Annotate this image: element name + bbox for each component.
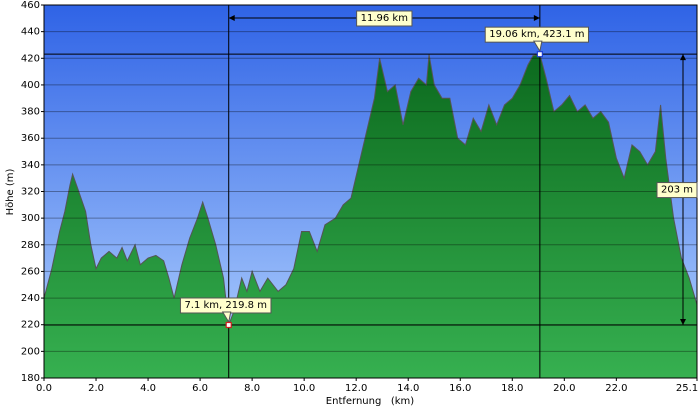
marker-label: 7.1 km, 219.8 m bbox=[184, 300, 267, 311]
x-tick-label: 22.0 bbox=[605, 383, 627, 394]
marker-label: 19.06 km, 423.1 m bbox=[489, 29, 584, 40]
x-tick-label: 12.0 bbox=[345, 383, 367, 394]
x-tick-label: 16.0 bbox=[449, 383, 471, 394]
elevation-line bbox=[43, 53, 698, 326]
y-tick-label: 320 bbox=[21, 187, 40, 198]
y-tick-label: 260 bbox=[21, 266, 40, 277]
x-tick-label: 20.0 bbox=[553, 383, 575, 394]
y-tick-label: 460 bbox=[21, 0, 40, 11]
x-tick-label: 0.0 bbox=[36, 383, 52, 394]
y-tick-label: 240 bbox=[21, 293, 40, 304]
x-tick-label: 2.0 bbox=[88, 383, 104, 394]
rise-label-box bbox=[656, 182, 698, 199]
rise-label: 203 m bbox=[661, 185, 693, 196]
y-tick-label: 440 bbox=[21, 27, 40, 38]
marker-point bbox=[225, 321, 232, 329]
y-tick-label: 280 bbox=[21, 240, 40, 251]
callout-pointer bbox=[532, 40, 543, 53]
y-tick-label: 360 bbox=[21, 133, 40, 144]
y-tick-label: 200 bbox=[21, 346, 40, 357]
x-tick-label: 10.0 bbox=[293, 383, 315, 394]
x-axis-title: Entfernung (km) bbox=[326, 396, 415, 407]
span-label-box bbox=[356, 10, 413, 27]
marker-point bbox=[536, 51, 543, 58]
y-tick-label: 420 bbox=[21, 53, 40, 64]
y-tick-label: 400 bbox=[21, 80, 40, 91]
y-axis-title: Höhe (m) bbox=[5, 168, 16, 215]
y-tick-label: 220 bbox=[21, 320, 40, 331]
x-tick-label: 4.0 bbox=[140, 383, 156, 394]
callout-pointer bbox=[221, 311, 232, 324]
x-tick-label: 25.1 bbox=[676, 383, 698, 394]
x-tick-label: 6.0 bbox=[192, 383, 208, 394]
x-tick-label: 14.0 bbox=[397, 383, 419, 394]
y-tick-label: 340 bbox=[21, 160, 40, 171]
x-tick-label: 18.0 bbox=[501, 383, 523, 394]
y-tick-label: 380 bbox=[21, 107, 40, 118]
y-tick-label: 300 bbox=[21, 213, 40, 224]
x-tick-label: 8.0 bbox=[244, 383, 260, 394]
elevation-area bbox=[44, 54, 697, 378]
y-tick-label: 180 bbox=[21, 373, 40, 384]
span-label: 11.96 km bbox=[361, 13, 408, 24]
